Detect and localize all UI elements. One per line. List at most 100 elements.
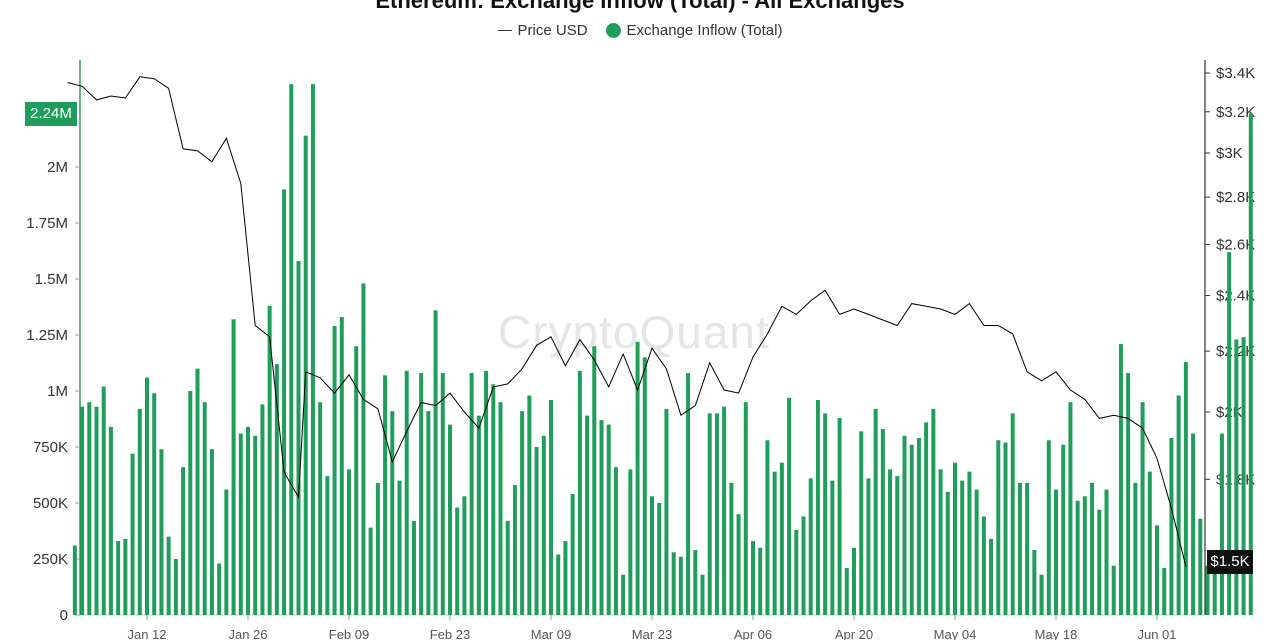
inflow-bar	[390, 411, 395, 615]
legend-item-price[interactable]: Price USD	[497, 22, 588, 39]
inflow-bar	[411, 520, 416, 615]
inflow-bar	[541, 435, 546, 615]
right-tick-label: $3K	[1216, 145, 1243, 162]
inflow-bar	[1032, 550, 1037, 615]
inflow-bar	[635, 341, 640, 615]
inflow-bar	[116, 541, 121, 615]
inflow-bar	[484, 370, 489, 615]
inflow-bar	[289, 84, 294, 616]
inflow-bar	[195, 368, 200, 615]
inflow-bar	[1183, 361, 1188, 615]
inflow-bar	[332, 326, 337, 615]
inflow-bar	[765, 440, 770, 615]
x-tick-label: May 04	[934, 627, 977, 640]
inflow-bar	[1054, 489, 1058, 615]
inflow-bar	[188, 391, 193, 615]
inflow-bar	[902, 435, 907, 615]
inflow-bar	[217, 563, 222, 615]
chart-title: Ethereum: Exchange Inflow (Total) - All …	[375, 0, 905, 13]
inflow-bar	[960, 480, 965, 615]
legend: Price USD Exchange Inflow (Total)	[0, 22, 1280, 39]
inflow-bar	[354, 346, 359, 615]
left-tick-label: 1.75M	[26, 215, 68, 232]
inflow-bar	[736, 514, 741, 615]
inflow-bar	[657, 503, 662, 615]
inflow-bar	[1198, 518, 1203, 615]
inflow-bar	[1003, 442, 1008, 615]
left-tick-label: 0	[60, 607, 68, 624]
inflow-bar	[448, 424, 452, 615]
price-line	[67, 76, 1187, 567]
x-tick-label: Jan 26	[228, 627, 267, 640]
inflow-bar	[556, 554, 561, 615]
left-tick-label: 1M	[47, 383, 68, 400]
inflow-bar	[967, 471, 972, 615]
inflow-bar	[945, 491, 950, 615]
left-tick-label: 250K	[33, 551, 68, 568]
inflow-bar	[440, 373, 445, 615]
legend-item-inflow[interactable]: Exchange Inflow (Total)	[605, 22, 782, 39]
inflow-bar	[426, 411, 431, 615]
inflow-bar	[1068, 402, 1073, 615]
inflow-bar	[613, 467, 618, 615]
inflow-bar	[599, 420, 604, 615]
left-tick-label: 500K	[33, 495, 68, 512]
inflow-bar	[1097, 509, 1102, 615]
inflow-bar	[1234, 339, 1239, 615]
inflow-bar	[606, 424, 611, 615]
inflow-bar	[296, 261, 301, 615]
inflow-bar	[1169, 438, 1174, 615]
inflow-bar	[469, 373, 474, 615]
x-tick-label: Jun 01	[1137, 627, 1176, 640]
inflow-bar	[621, 574, 626, 615]
inflow-bar	[974, 489, 979, 615]
inflow-bar	[1082, 496, 1087, 615]
inflow-bar	[123, 538, 128, 615]
inflow-bar	[1133, 482, 1138, 615]
inflow-bar	[585, 415, 590, 615]
inflow-bar	[916, 438, 921, 615]
inflow-bar	[924, 422, 929, 615]
inflow-bar	[491, 384, 496, 615]
inflow-bar	[1090, 482, 1095, 615]
inflow-bar	[1061, 444, 1066, 615]
inflow-bar	[1162, 567, 1167, 615]
inflow-bar	[895, 476, 900, 615]
inflow-bar	[743, 402, 748, 615]
inflow-bar	[383, 375, 388, 615]
inflow-bar	[779, 462, 784, 615]
x-tick-label: Jan 12	[127, 627, 166, 640]
inflow-bar	[852, 547, 856, 615]
inflow-bar	[678, 556, 683, 615]
inflow-bar	[592, 346, 597, 615]
x-tick-label: May 18	[1035, 627, 1078, 640]
inflow-bar	[1046, 440, 1051, 615]
inflow-bar	[238, 433, 243, 615]
inflow-bar	[512, 485, 517, 615]
inflow-bar	[570, 494, 575, 615]
inflow-bar	[628, 469, 633, 615]
inflow-bar	[1248, 113, 1253, 616]
right-tick-label: $3.2K	[1216, 104, 1255, 121]
inflow-bar	[455, 507, 460, 615]
inflow-bar	[173, 559, 178, 615]
x-tick-label: Feb 23	[430, 627, 470, 640]
inflow-bar	[815, 399, 820, 615]
inflow-bar	[794, 529, 799, 615]
inflow-bar	[837, 417, 842, 615]
left-tick-label: 1.5M	[35, 271, 68, 288]
inflow-bar	[1025, 482, 1030, 615]
inflow-bar	[476, 415, 481, 615]
inflow-bar	[650, 496, 654, 615]
inflow-bar	[325, 476, 330, 615]
inflow-bar	[318, 402, 323, 615]
inflow-bar	[282, 189, 287, 615]
inflow-bar	[368, 527, 373, 615]
line-marker-icon	[497, 30, 512, 31]
inflow-bar	[1140, 402, 1145, 615]
inflow-bar	[1176, 395, 1181, 615]
inflow-bar	[989, 538, 994, 615]
left-axis-last-value-badge: 2.24M	[25, 102, 77, 126]
inflow-bar	[462, 496, 467, 615]
inflow-bar	[707, 413, 712, 615]
